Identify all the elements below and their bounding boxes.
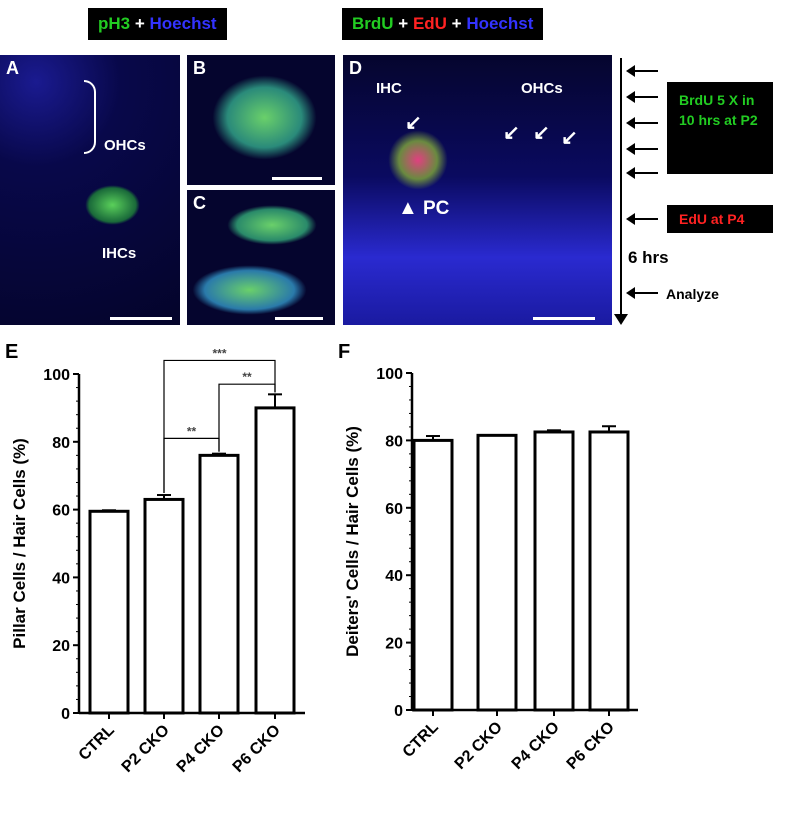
y-tick-label: 60: [385, 501, 403, 518]
panel-label-f: F: [338, 341, 350, 363]
bar-p4-cko: [198, 453, 240, 715]
bar-ctrl: [412, 438, 454, 712]
arrow-left-icon: [626, 65, 658, 77]
y-tick-label: 40: [385, 568, 403, 585]
panel-label-a: A: [6, 58, 19, 78]
chromosomes-top: [227, 205, 317, 245]
panel-label-c: C: [193, 193, 206, 213]
bar-p2-cko: [476, 433, 518, 712]
ihc-label: IHC: [376, 80, 402, 97]
ohcs-label: OHCs: [104, 137, 146, 154]
header-part: +: [446, 14, 467, 33]
ihcs-label: IHCs: [102, 245, 137, 262]
x-tick-label: P4 CKO: [509, 719, 563, 773]
chromosomes: [212, 75, 317, 160]
brdu-box: BrdU 5 X in 10 hrs at P2: [667, 82, 773, 174]
pc-arrowhead-icon: ▲: [398, 197, 418, 219]
x-tick-label: P4 CKO: [174, 722, 228, 776]
ihc-arrow-icon: ↙: [405, 112, 422, 134]
significance-label: **: [187, 424, 197, 438]
scale-bar: [110, 317, 172, 320]
header-ph3-hoechst: pH3 + Hoechst: [88, 8, 227, 40]
x-tick-label: CTRL: [400, 719, 442, 761]
panel-b-image: B: [187, 55, 335, 185]
arrow-left-icon: [626, 287, 658, 299]
header-part: +: [130, 14, 150, 33]
ohc-arrow-icon: ↙: [533, 122, 550, 144]
chart-F: F 0 20 40 60 80 100 Deiters' Cells / Hair Cells…: [338, 341, 638, 773]
y-tick-label: 20: [385, 636, 403, 653]
labeled-cells: [388, 130, 448, 190]
bar-p2-cko: [143, 497, 185, 715]
header-brdu-edu-hoechst: BrdU + EdU + Hoechst: [342, 8, 544, 40]
y-tick-label: 80: [52, 435, 70, 452]
y-axis-label: Deiters' Cells / Hair Cells (%): [343, 426, 362, 657]
ohcs-label: OHCs: [521, 80, 563, 97]
ohc-bracket: [84, 80, 96, 154]
scale-bar: [533, 317, 595, 320]
x-tick-label: P2 CKO: [119, 722, 173, 776]
bar-p6-cko: [254, 406, 296, 715]
chromosomes-bottom: [192, 265, 307, 315]
ohc-arrow-icon: ↙: [503, 122, 520, 144]
panel-d-image: D IHC OHCs ▲ PC ↙ ↙ ↙ ↙: [343, 55, 612, 325]
panel-label-e: E: [5, 341, 18, 363]
y-tick-label: 40: [52, 570, 70, 587]
panel-label-b: B: [193, 58, 206, 78]
bar-p4-cko: [533, 430, 575, 712]
pc-label: PC: [423, 198, 450, 219]
x-tick-label: P2 CKO: [452, 719, 506, 773]
y-tick-label: 60: [52, 503, 70, 520]
arrow-left-icon: [626, 213, 658, 225]
analyze-label: Analyze: [666, 286, 719, 302]
arrow-left-icon: [626, 143, 658, 155]
timeline-axis: [620, 58, 622, 320]
y-axis-label: Pillar Cells / Hair Cells (%): [10, 438, 29, 649]
header-part: Hoechst: [149, 14, 217, 33]
bar-charts: E 0 20 40 60 80 100 Pillar Cells / Hair Cells (…: [5, 341, 638, 776]
chart-E: E 0 20 40 60 80 100 Pillar Cells / Hair Cells (…: [5, 341, 305, 776]
x-tick-label: CTRL: [76, 722, 118, 764]
panel-c-image: C: [187, 190, 335, 325]
edu-box: EdU at P4: [667, 205, 773, 233]
mitotic-cell: [85, 185, 140, 225]
header-part: EdU: [412, 14, 447, 33]
scale-bar: [272, 177, 322, 180]
header-part: +: [393, 14, 413, 33]
ohc-arrow-icon: ↙: [561, 127, 578, 149]
arrow-left-icon: [626, 117, 658, 129]
bar-ctrl: [88, 509, 130, 715]
y-tick-label: 80: [385, 433, 403, 450]
timeline-arrowhead-icon: [614, 314, 628, 332]
bar-p6-cko: [588, 430, 630, 712]
y-tick-label: 0: [61, 706, 70, 723]
significance-label: ***: [212, 346, 226, 360]
header-part: pH3: [98, 14, 131, 33]
x-tick-label: P6 CKO: [230, 722, 284, 776]
panel-label-d: D: [349, 58, 362, 78]
panel-a-image: A OHCs IHCs: [0, 55, 180, 325]
y-tick-label: 100: [43, 367, 70, 384]
x-tick-label: P6 CKO: [564, 719, 618, 773]
arrow-left-icon: [626, 167, 658, 179]
scale-bar: [275, 317, 323, 320]
y-tick-label: 0: [394, 703, 403, 720]
header-part: BrdU: [352, 14, 394, 33]
arrow-left-icon: [626, 91, 658, 103]
header-part: Hoechst: [466, 14, 534, 33]
y-tick-label: 100: [376, 366, 403, 383]
hours-label: 6 hrs: [628, 248, 669, 267]
significance-bracket: [163, 359, 276, 494]
y-tick-label: 20: [52, 638, 70, 655]
significance-label: **: [242, 370, 252, 384]
